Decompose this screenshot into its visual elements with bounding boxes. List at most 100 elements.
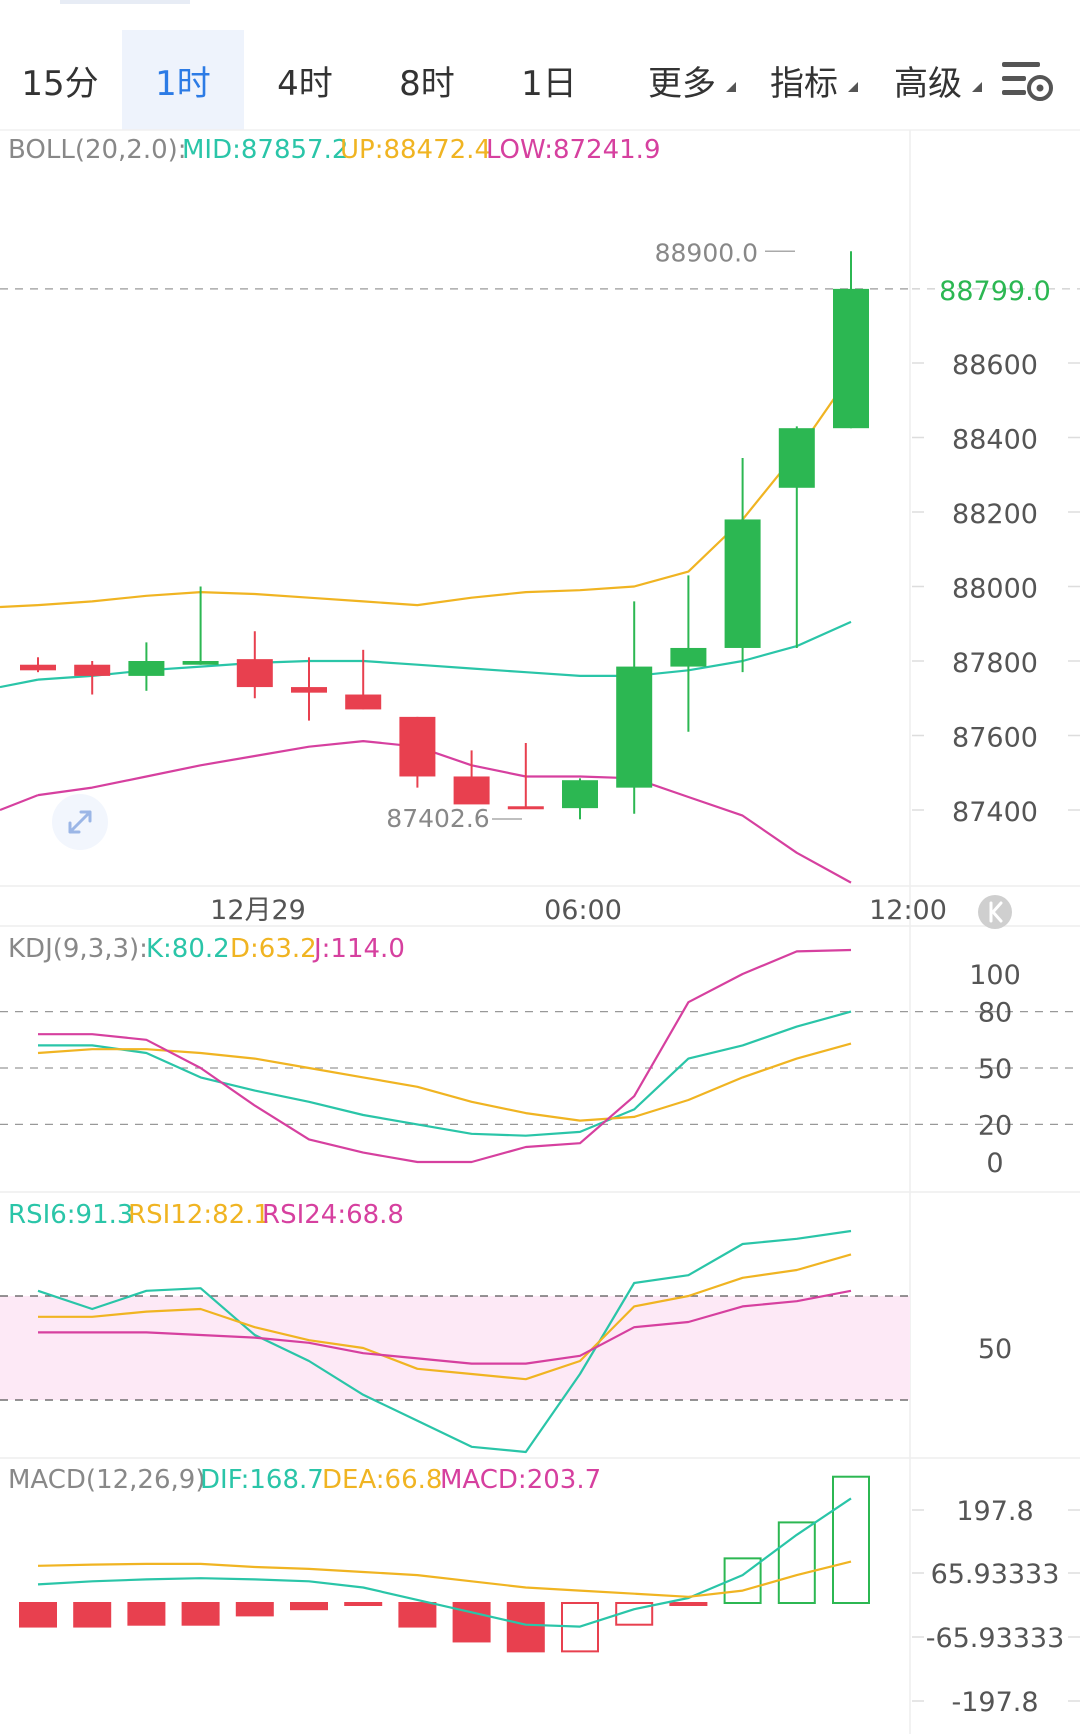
price-tick-label: 87800 bbox=[952, 648, 1038, 679]
time-axis-label: 12月29 bbox=[210, 895, 306, 926]
dropdown-caret-icon bbox=[848, 82, 858, 92]
boll-mid-line bbox=[37, 620, 852, 681]
kdj-tick-label: 80 bbox=[978, 998, 1012, 1029]
tab-label: 更多 bbox=[648, 63, 716, 104]
macd-legend-title: MACD(12,26,9) bbox=[8, 1465, 205, 1495]
candle-down bbox=[236, 659, 273, 688]
candle-down bbox=[291, 687, 327, 693]
price-tick-label: 88200 bbox=[952, 499, 1038, 530]
candle-up bbox=[128, 661, 165, 676]
rsi6-line bbox=[37, 1229, 852, 1454]
kdj-tick-label: 20 bbox=[978, 1110, 1012, 1141]
chart-settings-icon[interactable] bbox=[1000, 58, 1056, 106]
tab-15m[interactable]: 15分 bbox=[10, 30, 110, 130]
tab-advanced[interactable]: 高级 bbox=[872, 30, 984, 130]
candle-up bbox=[778, 428, 815, 488]
macd-histogram-bar bbox=[290, 1602, 328, 1611]
rsi24-line bbox=[38, 1289, 852, 1365]
kdj-legend-title: KDJ(9,3,3): bbox=[8, 934, 148, 964]
macd-histogram-bar bbox=[73, 1602, 112, 1628]
candle-up bbox=[562, 780, 598, 809]
tab-label: 1日 bbox=[521, 63, 577, 104]
rsi6-value: RSI6:91.3 bbox=[8, 1200, 133, 1230]
time-axis-label: 06:00 bbox=[544, 895, 622, 926]
macd-histogram-bar bbox=[181, 1602, 220, 1626]
candle-down bbox=[20, 664, 56, 671]
boll-mid-value: MID:87857.2 bbox=[182, 135, 348, 165]
tab-1d[interactable]: 1日 bbox=[494, 30, 604, 130]
kdj-d-line bbox=[37, 1042, 852, 1122]
candle-up bbox=[616, 666, 653, 788]
boll-lower-line bbox=[37, 739, 852, 884]
kdj-j-value: J:114.0 bbox=[312, 934, 405, 964]
tab-label: 15分 bbox=[21, 63, 99, 104]
boll-low-value: LOW:87241.9 bbox=[486, 135, 660, 165]
macd-dif-line bbox=[37, 1497, 852, 1628]
boll-upper-line-edge bbox=[0, 604, 39, 609]
macd-dea-value: DEA:66.8 bbox=[322, 1465, 442, 1495]
tab-label: 8时 bbox=[399, 63, 455, 104]
macd-histogram-bar bbox=[832, 1475, 870, 1605]
boll-lower-line-edge bbox=[0, 794, 39, 812]
tab-label: 高级 bbox=[894, 63, 962, 104]
high-price-annotation: 88900.0 bbox=[655, 238, 758, 267]
macd-histogram-bar bbox=[452, 1602, 491, 1643]
timeframe-toolbar: 15分 1时 4时 8时 1日 更多 指标 高级 bbox=[0, 0, 1080, 130]
current-price-label: 88799.0 bbox=[939, 276, 1051, 307]
candle-down bbox=[507, 806, 544, 810]
tab-label: 4时 bbox=[277, 63, 333, 104]
kdj-d-value: D:63.2 bbox=[230, 934, 317, 964]
macd-histogram-bar bbox=[669, 1602, 708, 1606]
boll-up-value: UP:88472.4 bbox=[340, 135, 491, 165]
candle-up bbox=[833, 288, 869, 429]
low-price-annotation: 87402.6 bbox=[386, 804, 489, 833]
tab-label: 指标 bbox=[770, 63, 838, 104]
candle-up bbox=[670, 647, 707, 667]
rsi-tick-label: 50 bbox=[978, 1334, 1012, 1365]
candle-down bbox=[345, 694, 382, 710]
macd-tick-label: 65.93333 bbox=[931, 1559, 1060, 1590]
macd-tick-label: -197.8 bbox=[951, 1687, 1038, 1718]
scroll-to-latest-glyph[interactable] bbox=[989, 901, 1003, 923]
price-tick-label: 87400 bbox=[952, 797, 1038, 828]
toolbar-top-accent bbox=[60, 0, 190, 4]
macd-histogram-bar bbox=[398, 1602, 437, 1628]
rsi24-value: RSI24:68.8 bbox=[262, 1200, 404, 1230]
macd-tick-label: 197.8 bbox=[956, 1496, 1033, 1527]
time-axis-label: 12:00 bbox=[869, 895, 947, 926]
boll-upper-line bbox=[37, 373, 852, 607]
rsi12-line bbox=[38, 1253, 852, 1381]
macd-histogram-bar bbox=[127, 1602, 166, 1626]
kdj-tick-label: 50 bbox=[978, 1054, 1012, 1085]
tab-label: 1时 bbox=[155, 63, 211, 104]
candle-up bbox=[182, 661, 219, 665]
macd-histogram-bar bbox=[19, 1602, 57, 1628]
expand-icon[interactable] bbox=[68, 810, 92, 834]
kdj-j-line bbox=[38, 948, 852, 1164]
price-tick-label: 88400 bbox=[952, 425, 1038, 456]
dropdown-caret-icon bbox=[972, 82, 982, 92]
tab-indicators[interactable]: 指标 bbox=[748, 30, 860, 130]
tab-8h[interactable]: 8时 bbox=[372, 30, 482, 130]
boll-mid-line-edge bbox=[0, 678, 39, 689]
kdj-tick-label: 0 bbox=[986, 1148, 1003, 1179]
macd-dea-line bbox=[37, 1560, 852, 1598]
tab-1h[interactable]: 1时 bbox=[122, 30, 244, 130]
macd-macd-value: MACD:203.7 bbox=[440, 1465, 601, 1495]
dropdown-caret-icon bbox=[726, 82, 736, 92]
kdj-k-value: K:80.2 bbox=[146, 934, 230, 964]
kdj-k-line bbox=[38, 1010, 852, 1137]
macd-histogram-bar bbox=[344, 1602, 383, 1606]
tab-more[interactable]: 更多 bbox=[626, 30, 738, 130]
kdj-tick-label: 100 bbox=[969, 960, 1021, 991]
tab-4h[interactable]: 4时 bbox=[250, 30, 360, 130]
macd-tick-label: -65.93333 bbox=[926, 1623, 1065, 1654]
candle-down bbox=[74, 664, 111, 676]
boll-legend-title: BOLL(20,2.0): bbox=[8, 135, 187, 165]
price-tick-label: 88000 bbox=[952, 574, 1038, 605]
rsi-overbought-band bbox=[0, 1296, 910, 1400]
candle-down bbox=[453, 776, 490, 805]
macd-dif-value: DIF:168.7 bbox=[200, 1465, 324, 1495]
price-tick-label: 87600 bbox=[952, 723, 1038, 754]
